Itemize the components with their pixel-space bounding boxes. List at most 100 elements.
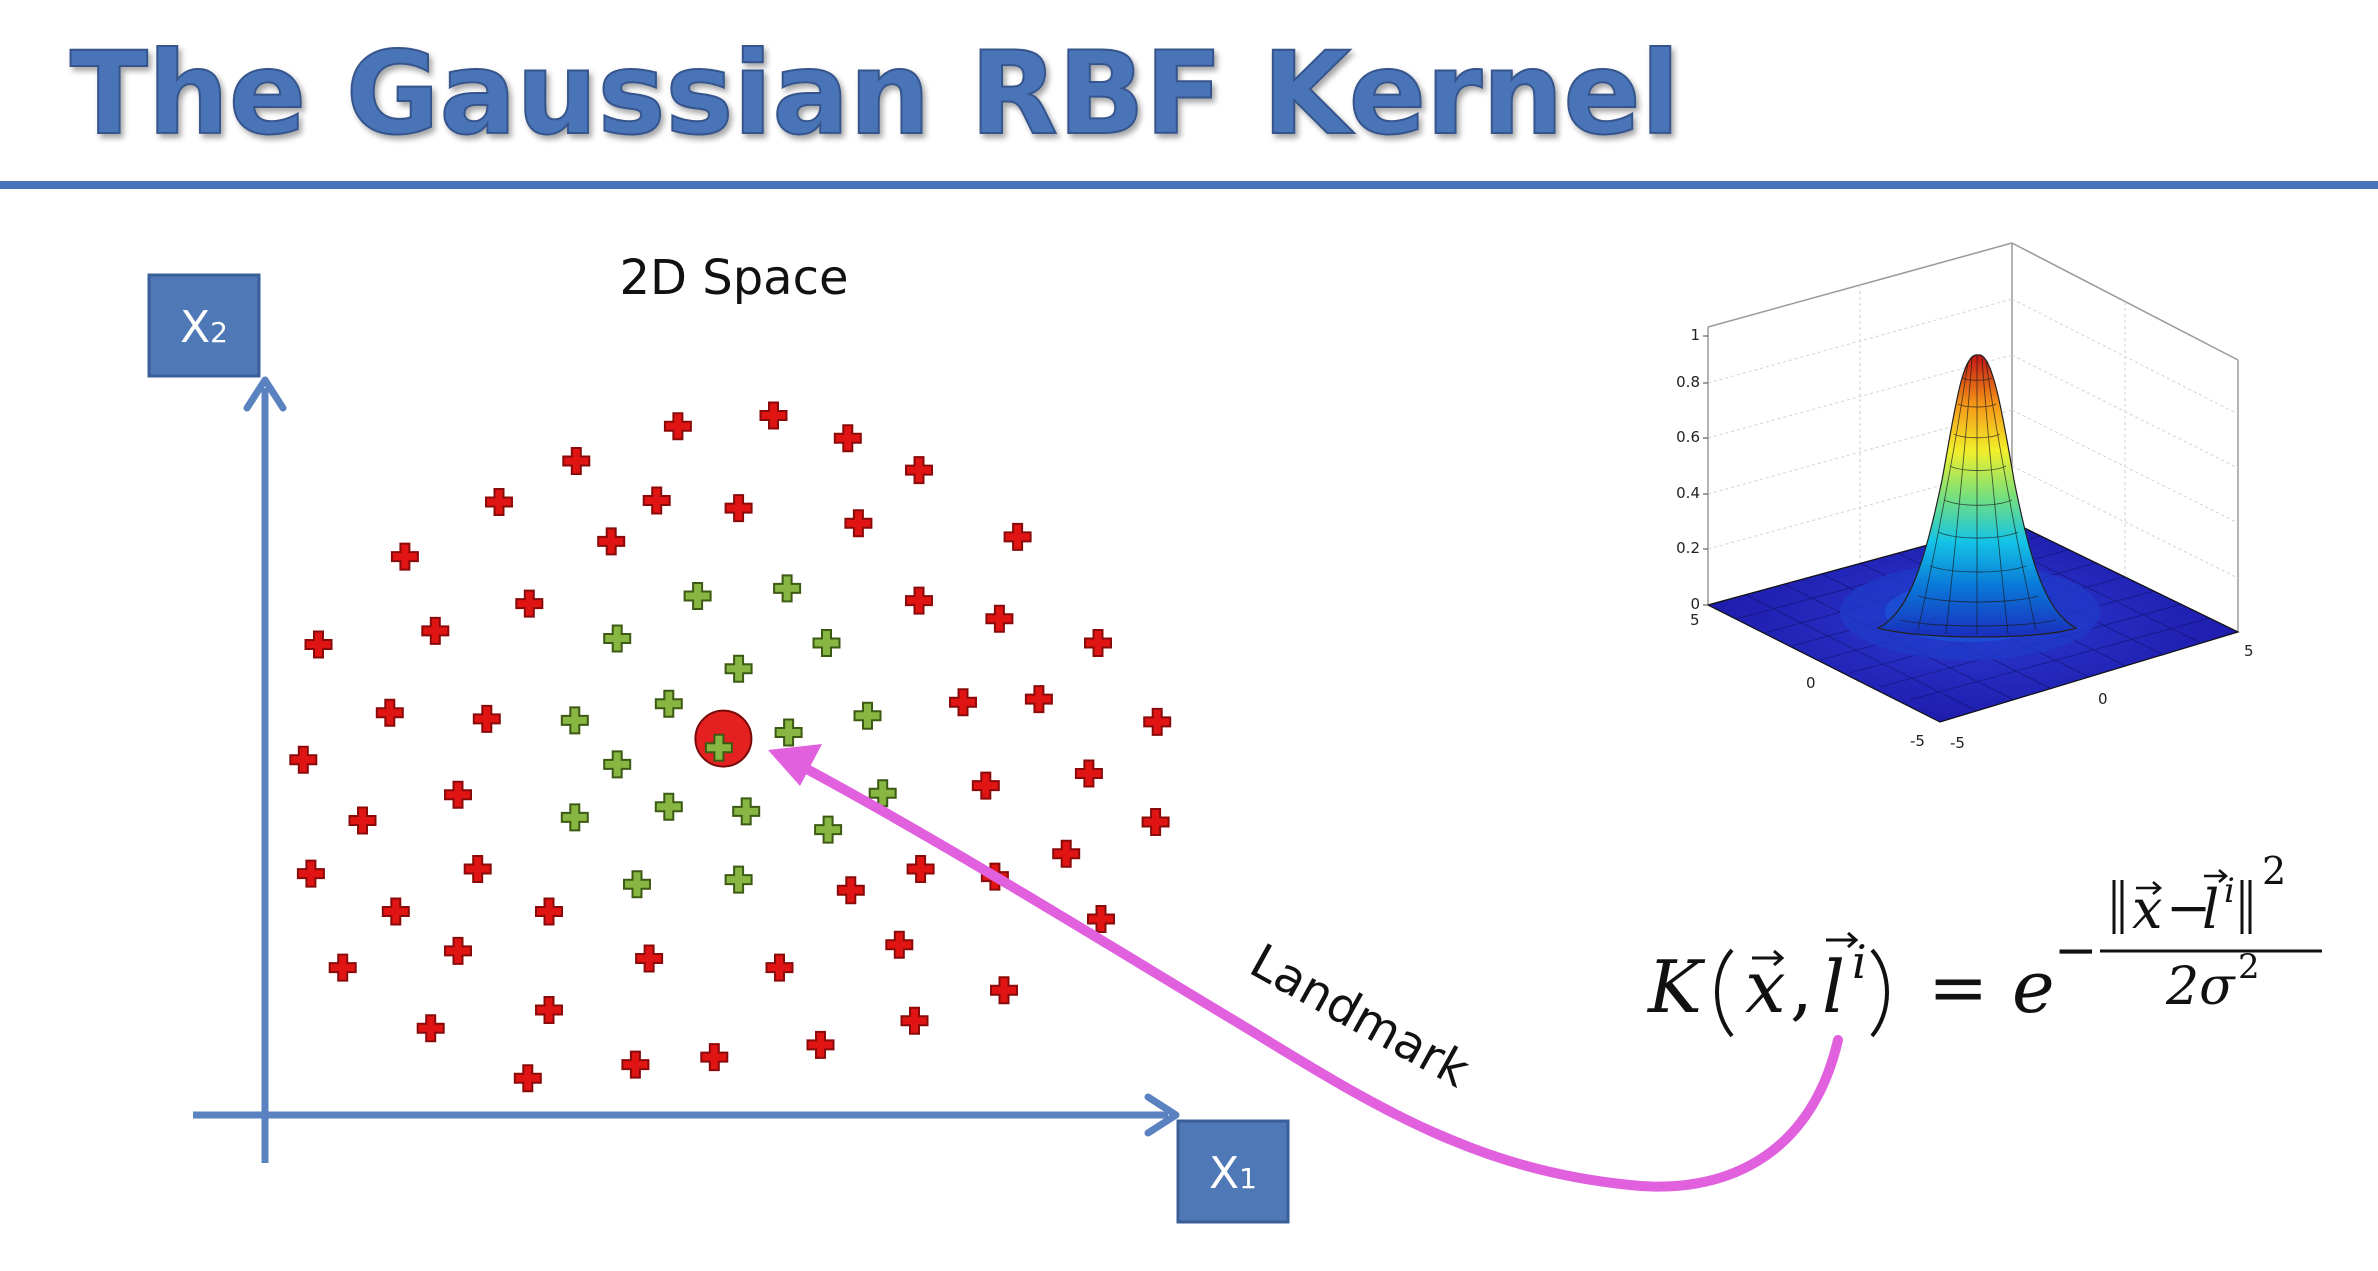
negative-point	[515, 589, 544, 618]
negative-point	[562, 447, 591, 475]
svg-text:X1: X1	[1209, 1148, 1257, 1199]
negative-point	[700, 1043, 729, 1072]
negative-point	[535, 897, 563, 926]
positive-point	[654, 689, 683, 718]
svg-text:1: 1	[1690, 326, 1700, 344]
positive-point	[812, 629, 841, 657]
negative-point	[1024, 685, 1053, 714]
svg-text:-5: -5	[1910, 732, 1925, 750]
svg-text:l: l	[2202, 878, 2219, 941]
negative-point	[642, 486, 671, 515]
negative-point	[328, 953, 357, 982]
space-label: 2D Space	[619, 250, 848, 306]
svg-text:0.8: 0.8	[1676, 373, 1700, 391]
negative-point	[1052, 839, 1081, 868]
negative-point	[1087, 905, 1115, 933]
negative-point	[906, 855, 935, 883]
negative-point	[485, 488, 513, 516]
negative-point	[663, 412, 692, 441]
negative-point	[463, 855, 492, 883]
svg-text:2: 2	[2262, 849, 2286, 893]
positive-point	[814, 815, 843, 844]
positive-point	[732, 797, 761, 826]
positive-point	[774, 718, 803, 747]
svg-text:X2: X2	[180, 302, 228, 353]
positive-point	[683, 582, 712, 610]
svg-text:,: ,	[1790, 945, 1813, 1029]
svg-text:−: −	[2054, 921, 2098, 981]
negative-point	[885, 930, 914, 959]
negative-point	[949, 688, 977, 717]
negative-point	[836, 876, 865, 905]
negative-point	[375, 698, 404, 727]
negative-point	[472, 704, 501, 733]
negative-point	[1084, 629, 1112, 657]
negative-point	[900, 1006, 929, 1035]
negative-point	[390, 542, 419, 571]
gaussian-surface-plot: 0 0.2 0.4 0.6 0.8 1 5 0 -5 -5 0 5	[1676, 242, 2254, 752]
positive-point	[603, 624, 632, 653]
slide-title: The Gaussian RBF Kernel	[70, 27, 1680, 160]
negative-point	[621, 1050, 650, 1079]
positive-point	[724, 865, 753, 894]
svg-text:i: i	[2224, 871, 2235, 911]
rbf-kernel-formula: K x , l i = e − x − l i 2 2σ 2	[1646, 849, 2322, 1038]
positive-point	[853, 701, 882, 730]
positive-point	[724, 654, 753, 683]
negative-point	[444, 780, 472, 809]
svg-text:0: 0	[2098, 690, 2108, 708]
svg-text:=: =	[1928, 945, 1988, 1029]
title-rule	[0, 181, 2378, 189]
negative-point	[1003, 522, 1032, 551]
y-axis-label: X2	[147, 273, 261, 378]
positive-point	[560, 803, 589, 832]
negative-point	[844, 509, 873, 538]
svg-text:-5: -5	[1950, 734, 1965, 752]
landmark-label: Landmark	[1241, 933, 1479, 1099]
positive-point	[623, 870, 651, 899]
negative-point	[1141, 808, 1170, 836]
x-axis-label: X1	[1176, 1119, 1290, 1224]
svg-text:5: 5	[2244, 642, 2254, 660]
negative-point	[513, 1064, 542, 1093]
positive-point	[603, 750, 632, 779]
svg-text:5: 5	[1690, 611, 1700, 629]
negative-point	[985, 604, 1014, 633]
svg-text:−: −	[2166, 876, 2211, 939]
negative-point	[348, 806, 377, 835]
negative-point	[833, 424, 862, 453]
negative-point	[905, 586, 933, 615]
svg-text:2: 2	[2238, 947, 2260, 987]
negative-point	[759, 401, 788, 430]
negative-point	[444, 936, 472, 965]
svg-text:K: K	[1646, 945, 1706, 1029]
svg-text:0: 0	[1690, 595, 1700, 613]
negative-point	[1143, 707, 1172, 736]
svg-text:i: i	[1852, 935, 1867, 989]
positive-point	[654, 792, 683, 821]
negative-point	[597, 527, 626, 556]
svg-text:l: l	[1822, 945, 1845, 1029]
negative-point	[296, 859, 325, 888]
coordinate-axes	[193, 376, 1180, 1163]
negative-point	[1074, 759, 1103, 788]
negative-point	[990, 976, 1018, 1005]
negative-point	[289, 745, 318, 774]
landmark-arrow	[768, 744, 1843, 1192]
negative-point	[535, 996, 563, 1024]
svg-text:0: 0	[1806, 674, 1816, 692]
negative-point	[806, 1030, 835, 1059]
negative-point	[765, 953, 794, 982]
negative-point	[304, 630, 333, 659]
negative-point	[381, 897, 410, 926]
negative-point	[971, 771, 1000, 800]
negative-point	[905, 456, 933, 485]
negative-point	[416, 1014, 445, 1043]
negative-point	[724, 494, 753, 523]
negative-point	[421, 616, 450, 645]
svg-text:0.2: 0.2	[1676, 539, 1700, 557]
positive-point	[773, 574, 802, 603]
positive-point	[560, 706, 589, 735]
svg-text:e: e	[2012, 945, 2055, 1029]
